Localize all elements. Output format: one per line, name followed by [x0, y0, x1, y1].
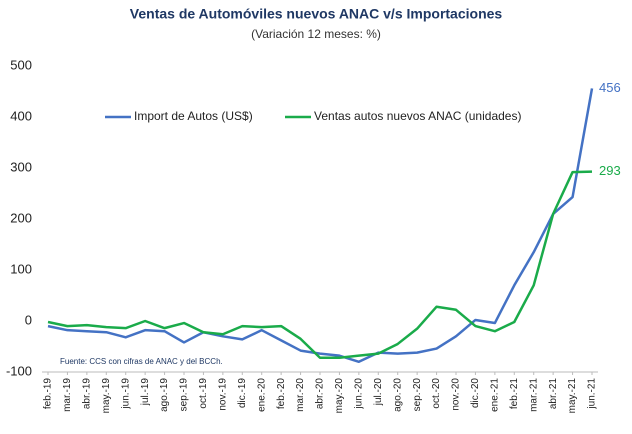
- x-tick-label: feb.-19: [43, 378, 54, 410]
- x-tick-label: ago.-19: [159, 378, 170, 412]
- x-tick-label: abr.-20: [315, 378, 326, 410]
- series-line: [47, 88, 594, 364]
- x-tick-label: abr.-21: [548, 378, 559, 410]
- x-tick-label: jun.-21: [587, 378, 598, 410]
- x-tick-label: jun.-19: [120, 378, 131, 410]
- x-tick-label: jul.-19: [140, 378, 151, 407]
- x-tick-label: mar.-19: [62, 378, 73, 412]
- x-tick-label: nov.-20: [451, 378, 462, 411]
- x-tick-label: may.-19: [101, 378, 112, 414]
- x-tick-label: sep.-19: [179, 378, 190, 412]
- y-tick-label: 500: [10, 57, 32, 72]
- source-note: Fuente: CCS con cifras de ANAC y del BCC…: [60, 357, 223, 366]
- chart-subtitle: (Variación 12 meses: %): [251, 27, 381, 41]
- x-tick-label: jun.-20: [353, 378, 364, 410]
- x-tick-label: oct.-20: [431, 378, 442, 409]
- x-tick-label: mar.-20: [295, 378, 306, 412]
- x-tick-label: dic.-19: [237, 378, 248, 408]
- x-tick-label: dic.-20: [470, 378, 481, 408]
- legend-label: Ventas autos nuevos ANAC (unidades): [314, 109, 521, 123]
- legend-label: Import de Autos (US$): [134, 109, 253, 123]
- x-tick-label: jul.-20: [373, 378, 384, 407]
- y-tick-label: 400: [10, 108, 32, 123]
- x-tick-label: ene.-21: [489, 378, 500, 412]
- x-tick-label: abr.-19: [81, 378, 92, 410]
- x-tick-label: feb.-21: [509, 378, 520, 410]
- chart-title: Ventas de Automóviles nuevos ANAC v/s Im…: [130, 6, 503, 22]
- x-tick-label: oct.-19: [198, 378, 209, 409]
- x-tick-label: may.-21: [567, 378, 578, 414]
- y-tick-label: 200: [10, 210, 32, 225]
- end-value-label: 456: [599, 80, 621, 95]
- y-tick-label: -100: [6, 363, 32, 378]
- y-tick-label: 0: [25, 312, 32, 327]
- y-tick-label: 100: [10, 261, 32, 276]
- x-tick-label: ago.-20: [392, 378, 403, 412]
- y-tick-label: 300: [10, 159, 32, 174]
- x-tick-label: mar.-21: [528, 378, 539, 412]
- end-value-label: 293: [599, 163, 621, 178]
- x-tick-label: ene.-20: [256, 378, 267, 412]
- x-tick-label: nov.-19: [217, 378, 228, 411]
- series-line: [47, 170, 593, 359]
- x-tick-label: may.-20: [334, 378, 345, 414]
- x-tick-label: feb.-20: [276, 378, 287, 410]
- x-tick-label: sep.-20: [412, 378, 423, 412]
